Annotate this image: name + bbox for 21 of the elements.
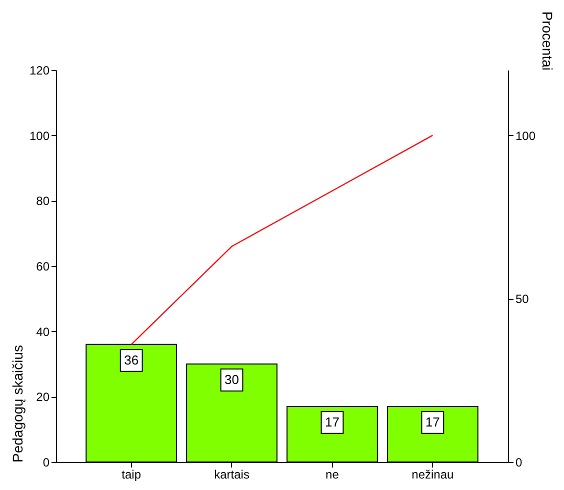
y-axis-title: Pedagogų skaičius [9,344,26,462]
line-series [130,134,434,345]
data-label: 17 [425,414,440,430]
y2-tick-label: 50 [516,292,530,306]
y2-axis-title: Procentai [540,11,556,70]
y2-tick-label: 0 [516,456,522,470]
y-tick-label: 0 [42,456,50,470]
y-tick-label: 100 [29,128,50,143]
x-tick-label: kartais [214,468,250,482]
x-tick-label: taip [122,468,142,482]
y-tick-label: 20 [36,390,50,404]
y2-tick-label: 100 [516,128,536,143]
y-tick-label: 40 [36,324,50,339]
y-tick-label: 120 [29,64,50,78]
x-tick-label: ne [326,468,340,482]
x-tick-label: nežinau [412,468,454,482]
data-label: 30 [224,372,240,387]
data-label: 17 [324,414,340,430]
y-tick-label: 80 [36,194,50,208]
y-tick-label: 60 [36,260,50,274]
data-label: 36 [124,352,139,368]
